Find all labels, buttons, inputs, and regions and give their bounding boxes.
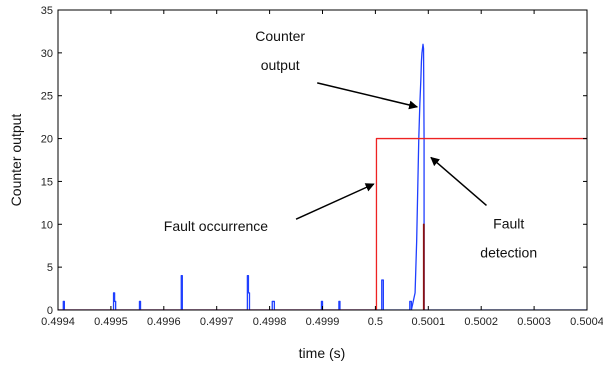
x-tick-label: 0.5002 [464, 316, 498, 328]
annotation-arrow-0 [317, 82, 419, 110]
x-tick-label: 0.4994 [41, 316, 75, 328]
y-tick-label: 0 [47, 305, 53, 317]
series-line-1 [58, 137, 587, 310]
series-line-2 [422, 223, 425, 310]
x-tick-label: 0.4995 [94, 316, 128, 328]
y-tick-label: 5 [47, 262, 53, 274]
annotation-layer: Counter output Fault occurrence Fault detect… [164, 28, 537, 261]
x-tick-label: 0.4998 [253, 316, 287, 328]
x-tick-label: 0.5003 [517, 316, 551, 328]
x-tick-label: 0.4997 [200, 316, 234, 328]
x-tick-label: 0.5 [368, 316, 383, 328]
annotation-1: Fault occurrence [164, 218, 268, 234]
annotation-arrow-1 [295, 183, 375, 220]
annotation-2: Fault detection [480, 216, 537, 261]
plot-area [58, 10, 587, 310]
x-tick-label: 0.5001 [411, 316, 445, 328]
y-axis-title: Counter output [8, 114, 24, 207]
y-tick-label: 30 [41, 48, 53, 60]
y-tick-label: 25 [41, 91, 53, 103]
y-tick-label: 10 [41, 219, 53, 231]
x-tick-label: 0.4996 [147, 316, 181, 328]
annotation-0: Counter output [255, 28, 305, 73]
series-line-0 [58, 43, 587, 310]
x-axis-title: time (s) [299, 345, 346, 361]
x-tick-label: 0.5004 [570, 316, 603, 328]
annotation-arrow-2 [430, 156, 487, 206]
y-tick-label: 35 [41, 5, 53, 17]
y-tick-label: 20 [41, 134, 53, 146]
x-tick-label: 0.4999 [306, 316, 340, 328]
series-layer [58, 43, 587, 310]
tick-layer: 0.4994 0.4995 0.4996 0.4997 0.4998 0.4999 0.5 0… [41, 5, 603, 328]
y-tick-label: 15 [41, 176, 53, 188]
